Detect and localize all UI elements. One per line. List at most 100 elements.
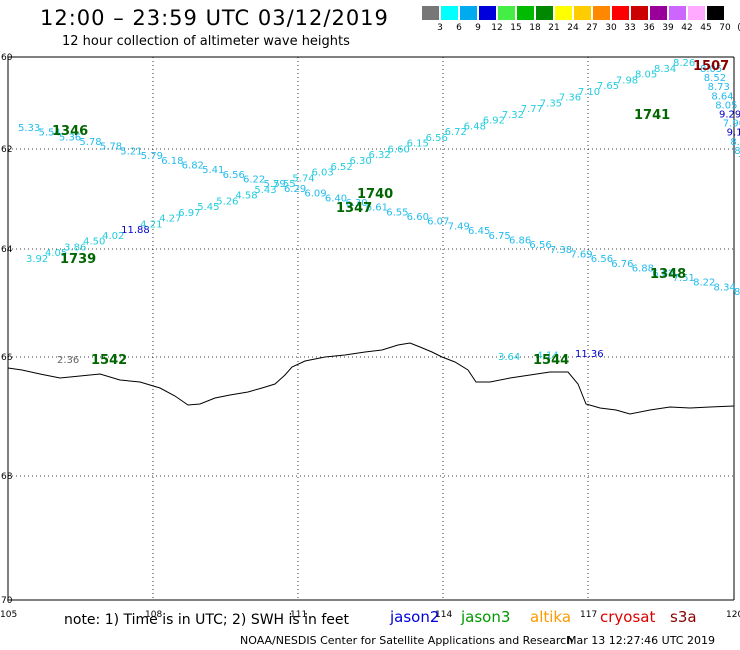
swh-value: 9.13 (727, 128, 740, 139)
swh-value: 6.75 (489, 231, 511, 242)
latitude-label: 66 (1, 353, 13, 363)
scale-swatch (498, 6, 515, 20)
wave-height-observations: 5.335.545.365.785.785.215.796.186.825.41… (18, 58, 740, 366)
map-title: 12:00 – 23:59 UTC 03/12/2019 (40, 6, 389, 30)
swh-value: 6.45 (468, 226, 490, 237)
longitude-label: 114 (435, 610, 453, 620)
swh-value: 8.34 (714, 282, 736, 293)
swh-value: 7.69 (570, 250, 592, 261)
swh-value: 8.34 (654, 64, 676, 75)
swh-value: 7 (738, 155, 740, 166)
pass-id-label: 1739 (60, 252, 96, 267)
swh-value: 5.36 (59, 132, 81, 143)
swh-value: 7.51 (673, 273, 695, 284)
scale-swatch (612, 6, 629, 20)
swh-value: 4.58 (235, 191, 257, 202)
swh-value: 5.54 (38, 128, 60, 139)
pass-id-labels: 1346 1347 1348 1739 1740 1741 1507 1542 1544 (52, 59, 729, 368)
swh-value: 8.64 (711, 91, 733, 102)
map-subtitle: 12 hour collection of altimeter wave hei… (62, 34, 350, 49)
scale-label: 24 (567, 23, 579, 33)
swh-value: 6.88 (632, 264, 654, 275)
swh-value: 5.33 (18, 123, 40, 134)
scale-label: 21 (548, 23, 560, 33)
swh-value: 6.56 (426, 133, 448, 144)
swh-value: 5.21 (120, 146, 142, 157)
swh-value: 5.55 (273, 179, 295, 190)
swh-value: 4.05 (45, 248, 67, 259)
scale-label: 9 (475, 23, 481, 33)
latitude-label: 62 (1, 145, 12, 155)
swh-value: 6.56 (223, 170, 245, 181)
swh-value: 8.91 (730, 137, 740, 148)
swh-value: 6.18 (161, 156, 183, 167)
swh-value: 5.41 (202, 165, 224, 176)
scale-label: 27 (586, 23, 598, 33)
scale-label: 70 (719, 23, 731, 33)
swh-value: 7.36 (559, 93, 581, 104)
scale-swatch (479, 6, 496, 20)
swh-value: 7.10 (578, 87, 600, 98)
pass-id-label: 1347 (336, 201, 372, 216)
swh-value: 6.07 (427, 217, 449, 228)
longitude-label: 111 (290, 610, 308, 620)
scale-label: 3 (437, 23, 443, 33)
longitude-label: 120 (726, 610, 740, 620)
swh-value: 8.26 (673, 58, 695, 69)
swh-value: 8.73 (708, 82, 730, 93)
swh-value: 8.05 (635, 70, 657, 81)
pass-id-label: 1542 (91, 353, 127, 368)
swh-value: 6.22 (243, 175, 265, 186)
swh-value: 6.97 (178, 208, 200, 219)
scale-label: 15 (510, 23, 522, 33)
longitude-label: 108 (145, 610, 163, 620)
swh-value: 4.27 (159, 214, 181, 225)
coastline (7, 342, 735, 415)
swh-value: 6.82 (182, 160, 204, 171)
scale-swatch (669, 6, 686, 20)
swh-value: 6.82 (652, 268, 674, 279)
scale-swatch (555, 6, 572, 20)
pass-id-label: 1346 (52, 124, 88, 139)
pass-id-label: 1740 (357, 187, 393, 202)
swh-value: 8.22 (693, 278, 715, 289)
satellite-jason3: jason3 (461, 608, 511, 626)
satellite-altika: altika (530, 608, 572, 626)
swh-value: 8.52 (704, 73, 726, 84)
swh-value: 6.60 (388, 144, 410, 155)
swh-value: 7.90 (723, 119, 740, 130)
satellite-cryosat: cryosat (600, 608, 656, 626)
swh-value: 4.50 (83, 237, 105, 248)
swh-value: 7.35 (540, 98, 562, 109)
swh-value: 8.05 (700, 64, 722, 75)
scale-swatch (536, 6, 553, 20)
swh-value: 5.78 (79, 137, 101, 148)
swh-value: 7.49 (448, 221, 470, 232)
footer-note: note: 1) Time is in UTC; 2) SWH is in fe… (64, 612, 350, 628)
swh-value: 6.61 (366, 203, 388, 214)
swh-value: 5.26 (216, 196, 238, 207)
latitude-label: 60 (1, 53, 13, 63)
swh-value: 7.77 (521, 104, 543, 115)
swh-value: 6.60 (407, 212, 429, 223)
swh-value: 6.56 (529, 240, 551, 251)
swh-value: 6.15 (407, 139, 429, 150)
swh-value: 4.21 (140, 219, 162, 230)
scale-swatch (631, 6, 648, 20)
pass-id-label: 1348 (650, 267, 686, 282)
swh-value: 4.14 (537, 351, 559, 362)
swh-value: 3.86 (64, 242, 86, 253)
swh-value: 6.92 (483, 116, 505, 127)
swh-value: 6.09 (304, 189, 326, 200)
swh-value: 7.98 (616, 75, 638, 86)
swh-value: 7.38 (550, 245, 572, 256)
scale-swatch (441, 6, 458, 20)
latitude-label: 68 (1, 472, 13, 482)
scale-swatch (517, 6, 534, 20)
swh-value: 6.72 (445, 127, 467, 138)
scale-label: 36 (643, 23, 655, 33)
swh-value: 3.64 (498, 352, 520, 363)
swh-value: 11.36 (575, 349, 604, 360)
pass-id-label: 1544 (533, 353, 569, 368)
